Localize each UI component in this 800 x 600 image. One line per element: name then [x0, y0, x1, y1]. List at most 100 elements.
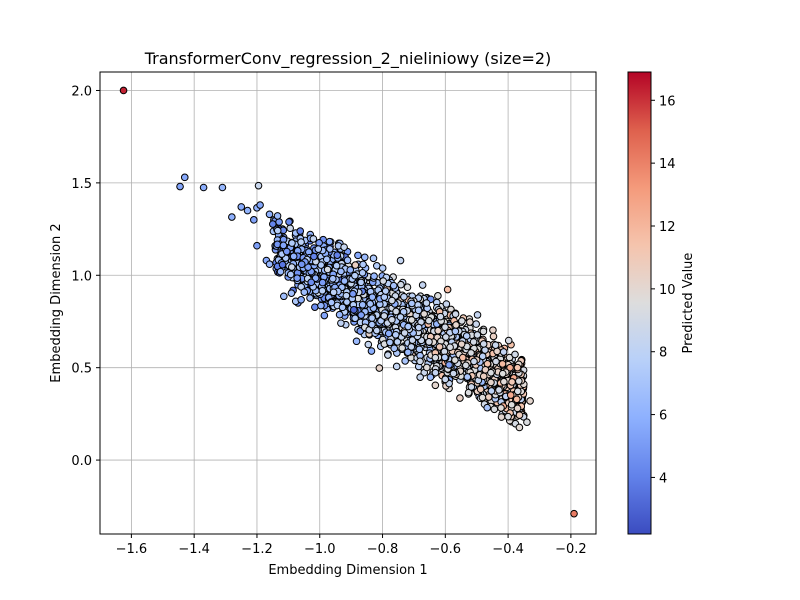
scatter-point	[442, 333, 450, 341]
x-tick-label: −0.8	[367, 542, 399, 557]
scatter-point	[357, 278, 365, 287]
scatter-point	[378, 264, 387, 272]
scatter-point	[359, 260, 367, 269]
scatter-point	[401, 357, 409, 365]
scatter-point	[446, 343, 454, 352]
scatter-point	[484, 393, 493, 401]
scatter-point	[400, 329, 409, 337]
scatter-point	[512, 395, 521, 404]
scatter-point	[458, 317, 466, 325]
scatter-point	[397, 280, 405, 289]
scatter-point	[329, 288, 338, 297]
scatter-point	[286, 224, 294, 233]
scatter-point	[392, 307, 400, 316]
scatter-point	[441, 323, 449, 331]
scatter-point	[403, 283, 412, 292]
scatter-point	[379, 277, 388, 285]
scatter-point	[243, 206, 252, 215]
scatter-point	[275, 218, 283, 226]
scatter-point	[473, 311, 482, 319]
scatter-point	[483, 403, 492, 412]
y-tick-label: 0.5	[71, 362, 92, 377]
scatter-point	[351, 271, 359, 280]
scatter-point	[426, 373, 435, 382]
scatter-point	[408, 299, 416, 308]
scatter-point	[452, 321, 460, 329]
scatter-point	[327, 298, 336, 307]
scatter-point	[352, 337, 361, 346]
scatter-point	[325, 237, 334, 246]
scatter-point	[506, 363, 514, 372]
scatter-point	[458, 353, 467, 362]
scatter-point	[515, 411, 524, 419]
scatter-point	[367, 347, 376, 355]
x-tick-label: −1.6	[116, 542, 148, 557]
scatter-point	[431, 381, 440, 390]
scatter-point	[370, 272, 378, 280]
scatter-point	[276, 267, 285, 276]
scatter-point	[407, 343, 416, 351]
scatter-point	[349, 290, 357, 298]
colorbar-tick-label: 14	[659, 157, 676, 172]
scatter-point	[380, 293, 389, 301]
scatter-point	[487, 378, 495, 387]
scatter-point	[526, 397, 534, 405]
colorbar-tick-label: 12	[659, 220, 676, 235]
scatter-point	[268, 220, 277, 228]
scatter-point	[375, 364, 384, 372]
y-tick-label: 2.0	[71, 84, 92, 99]
scatter-point	[386, 338, 394, 347]
scatter-point	[462, 361, 470, 370]
scatter-point	[297, 238, 305, 246]
scatter-point	[492, 357, 500, 366]
scatter-point	[326, 245, 334, 253]
scatter-point	[273, 212, 282, 220]
scatter-point	[366, 300, 374, 308]
scatter-point	[425, 338, 433, 346]
scatter-point	[390, 344, 399, 353]
scatter-point	[273, 226, 282, 235]
scatter-point	[218, 183, 227, 192]
scatter-point	[500, 377, 508, 386]
scatter-point	[436, 312, 445, 321]
scatter-point	[515, 377, 523, 385]
scatter-point	[513, 387, 522, 396]
scatter-point	[293, 274, 301, 282]
scatter-point	[425, 316, 433, 325]
scatter-point	[337, 267, 345, 276]
colorbar-tick-label: 16	[659, 94, 676, 109]
scatter-point	[311, 303, 319, 311]
y-tick-label: 1.5	[71, 177, 92, 192]
y-tick-label: 1.0	[71, 269, 92, 284]
scatter-point	[511, 350, 519, 359]
colorbar-tick-label: 8	[659, 346, 667, 361]
scatter-point	[469, 338, 478, 346]
scatter-point	[472, 320, 480, 328]
scatter-point	[384, 329, 393, 338]
x-tick-label: −0.4	[492, 542, 524, 557]
scatter-point	[504, 336, 513, 345]
scatter-point	[489, 326, 497, 334]
scatter-point	[467, 349, 475, 357]
scatter-point	[310, 252, 318, 261]
scatter-point	[393, 338, 402, 346]
scatter-point	[404, 348, 412, 357]
scatter-point	[340, 277, 349, 285]
scatter-point	[317, 301, 325, 310]
scatter-point	[265, 210, 274, 219]
scatter-point	[416, 373, 424, 382]
scatter-point	[441, 353, 449, 362]
scatter-point	[280, 292, 288, 301]
scatter-point	[300, 288, 309, 296]
scatter-point	[470, 357, 478, 366]
scatter-point	[434, 292, 442, 300]
scatter-point	[287, 263, 296, 271]
scatter-point	[317, 261, 325, 269]
scatter-point	[332, 261, 341, 270]
scatter-point	[306, 294, 314, 302]
scatter-point	[364, 340, 373, 349]
scatter-point	[497, 404, 505, 412]
scatter-point	[396, 256, 405, 265]
scatter-point	[318, 286, 327, 295]
plot-frame	[99, 71, 597, 535]
